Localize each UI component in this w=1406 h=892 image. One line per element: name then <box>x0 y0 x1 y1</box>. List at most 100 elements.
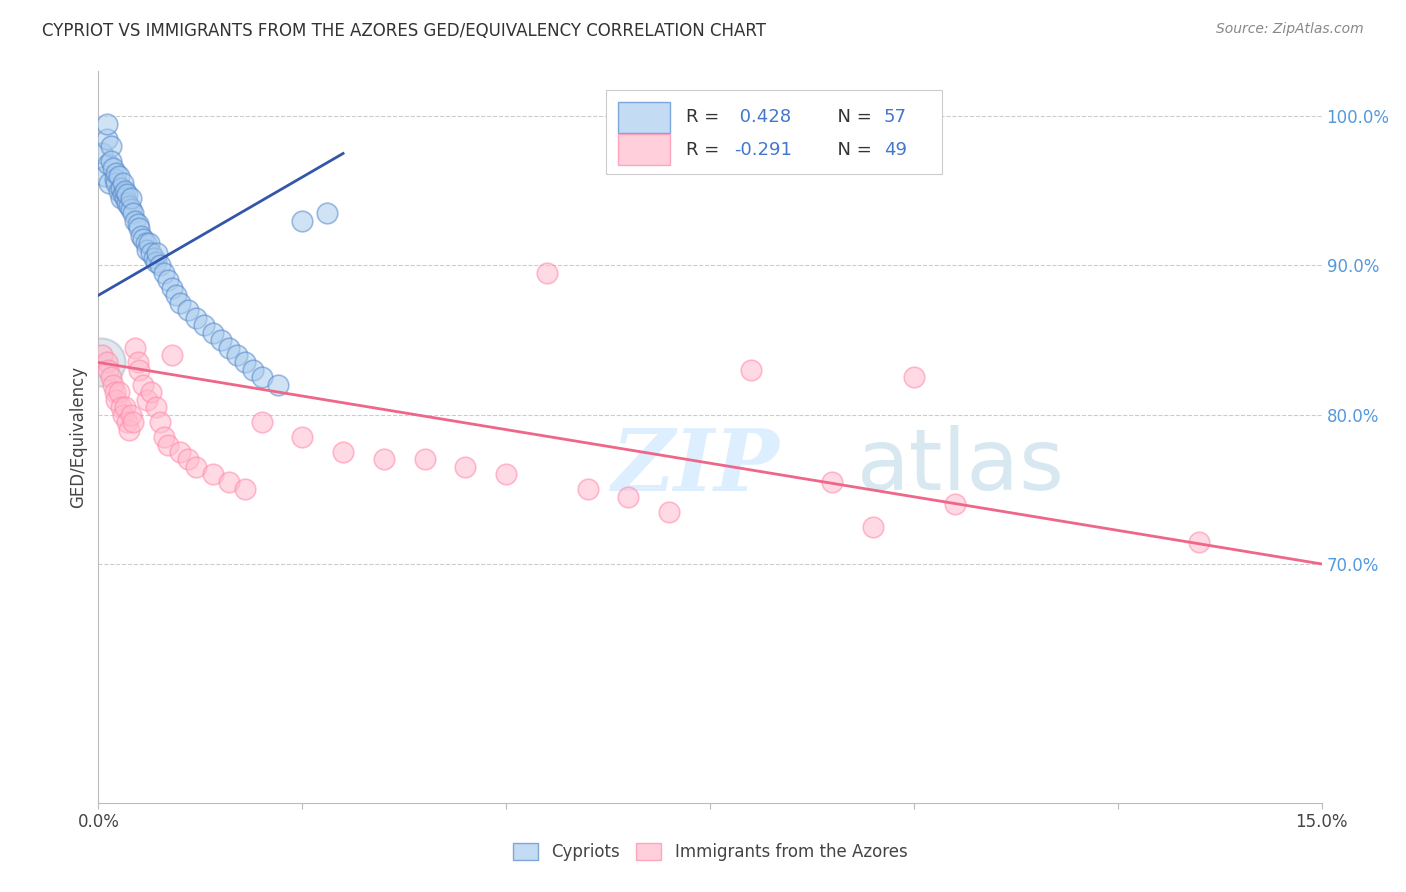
Point <box>100 139 122 153</box>
Point <box>201 467 224 482</box>
Text: 57: 57 <box>884 109 907 127</box>
Point <box>114 191 136 205</box>
Point <box>110 181 132 195</box>
Text: 0.428: 0.428 <box>734 109 792 127</box>
Point <box>108 385 131 400</box>
Point <box>141 385 163 400</box>
Text: 49: 49 <box>884 141 907 159</box>
Point <box>97 363 120 377</box>
Point <box>149 259 172 273</box>
Point <box>105 392 128 407</box>
Point <box>111 186 134 201</box>
Point <box>152 266 174 280</box>
Point <box>129 228 152 243</box>
Point <box>101 377 124 392</box>
Point <box>105 177 128 191</box>
Point <box>96 117 118 131</box>
Point <box>115 186 138 201</box>
Point <box>141 246 163 260</box>
Point <box>128 221 150 235</box>
Point <box>104 171 127 186</box>
Point <box>114 401 136 415</box>
Point <box>291 213 314 227</box>
Point <box>1188 534 1211 549</box>
Point <box>97 157 120 171</box>
Point <box>111 408 134 422</box>
Point <box>576 483 599 497</box>
FancyBboxPatch shape <box>619 102 669 133</box>
Point <box>145 255 167 269</box>
Point <box>291 430 314 444</box>
Point <box>136 244 159 258</box>
Point <box>149 415 172 429</box>
Point <box>114 184 136 198</box>
Point <box>413 452 436 467</box>
Point <box>250 370 273 384</box>
Point <box>115 415 138 429</box>
Point <box>145 401 167 415</box>
Point <box>903 370 925 384</box>
Point <box>169 295 191 310</box>
Text: Source: ZipAtlas.com: Source: ZipAtlas.com <box>1216 22 1364 37</box>
Point <box>96 131 118 145</box>
Point <box>315 206 337 220</box>
Point <box>201 326 224 340</box>
Point <box>943 497 966 511</box>
Point <box>218 475 240 489</box>
Point <box>495 467 517 482</box>
Point <box>177 452 200 467</box>
Point <box>617 490 640 504</box>
Point <box>242 363 264 377</box>
Legend: Cypriots, Immigrants from the Azores: Cypriots, Immigrants from the Azores <box>506 836 914 868</box>
Point <box>373 452 395 467</box>
Point <box>108 184 131 198</box>
Point <box>90 355 112 369</box>
Point <box>91 348 114 362</box>
Point <box>135 235 157 250</box>
Point <box>821 475 844 489</box>
Text: CYPRIOT VS IMMIGRANTS FROM THE AZORES GED/EQUIVALENCY CORRELATION CHART: CYPRIOT VS IMMIGRANTS FROM THE AZORES GE… <box>42 22 766 40</box>
Point <box>120 408 142 422</box>
Text: R =: R = <box>686 141 724 159</box>
Point <box>226 348 249 362</box>
Point <box>127 217 149 231</box>
Point <box>138 235 160 250</box>
Point <box>115 195 138 210</box>
Point <box>233 355 256 369</box>
Point <box>118 199 141 213</box>
Point <box>118 423 141 437</box>
Point <box>136 392 159 407</box>
Point <box>94 169 117 183</box>
Point <box>156 273 179 287</box>
Point <box>218 341 240 355</box>
Point <box>186 459 208 474</box>
Text: N =: N = <box>827 109 877 127</box>
Point <box>152 430 174 444</box>
Point <box>165 288 187 302</box>
Point <box>120 202 142 216</box>
Point <box>156 437 179 451</box>
Point <box>233 483 256 497</box>
FancyBboxPatch shape <box>606 90 942 174</box>
Point <box>111 177 134 191</box>
Point <box>104 385 127 400</box>
Point <box>146 246 169 260</box>
Point <box>658 505 681 519</box>
Point <box>862 519 884 533</box>
Point <box>110 401 132 415</box>
Point <box>160 348 183 362</box>
Text: atlas: atlas <box>856 425 1064 508</box>
Point <box>193 318 215 332</box>
Point <box>454 459 477 474</box>
Point <box>250 415 273 429</box>
Point <box>105 166 128 180</box>
Text: ZIP: ZIP <box>612 425 780 508</box>
Point <box>127 355 149 369</box>
Point <box>132 377 155 392</box>
Point <box>121 415 143 429</box>
Point <box>98 177 121 191</box>
Point <box>186 310 208 325</box>
Point <box>128 363 150 377</box>
Point <box>121 206 143 220</box>
Point <box>100 370 122 384</box>
